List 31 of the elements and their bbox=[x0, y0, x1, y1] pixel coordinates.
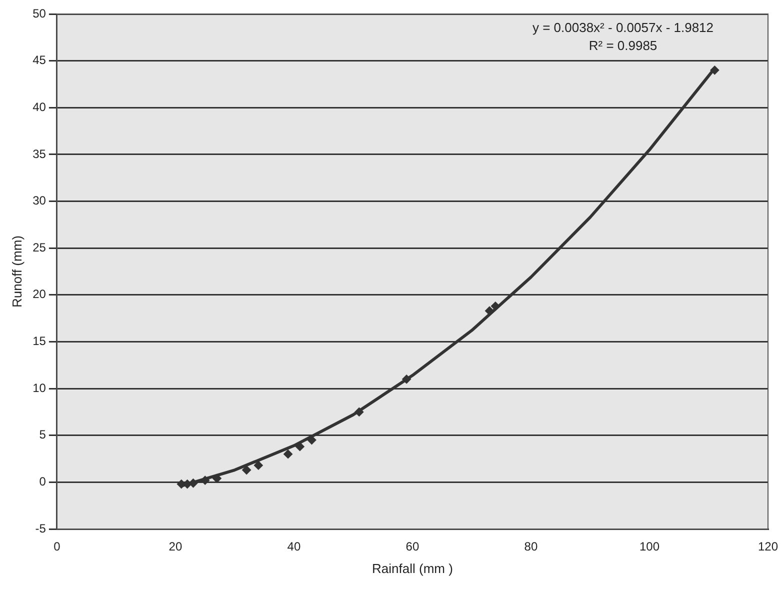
x-tick-label: 120 bbox=[758, 540, 778, 554]
y-tick-label: 35 bbox=[32, 146, 46, 161]
x-axis-title: Rainfall (mm ) bbox=[372, 560, 453, 576]
x-tick-label: 0 bbox=[54, 540, 61, 554]
y-tick-label: 30 bbox=[32, 194, 46, 208]
y-tick-label: 10 bbox=[32, 380, 46, 395]
x-tick-label: 20 bbox=[168, 540, 182, 554]
annotation: y = 0.0038x² - 0.0057x - 1.9812 bbox=[532, 20, 714, 35]
y-tick-label: -5 bbox=[35, 521, 46, 536]
point bbox=[354, 407, 364, 416]
annotation: R² = 0.9985 bbox=[588, 38, 658, 53]
y-axis-title: Runoff (mm) bbox=[9, 236, 24, 308]
y-tick-label: 50 bbox=[32, 6, 46, 20]
y-tick-label: 40 bbox=[32, 100, 46, 114]
x-tick-label: 60 bbox=[406, 540, 420, 554]
point bbox=[284, 450, 293, 459]
x-tick-label: 80 bbox=[524, 540, 538, 554]
point bbox=[710, 66, 720, 75]
x-tick-label: 40 bbox=[287, 540, 301, 554]
y-tick-label: 5 bbox=[39, 428, 46, 442]
x-tick-label: 100 bbox=[639, 540, 660, 554]
y-tick-label: 0 bbox=[39, 474, 46, 488]
y-tick-label: 20 bbox=[32, 287, 46, 302]
point bbox=[200, 476, 210, 485]
y-tick-label: 15 bbox=[32, 334, 46, 348]
y-tick-label: 25 bbox=[32, 240, 46, 254]
point bbox=[242, 466, 252, 475]
y-tick-label: 45 bbox=[32, 53, 46, 68]
point bbox=[212, 474, 222, 483]
point bbox=[254, 460, 263, 470]
point bbox=[402, 374, 412, 384]
